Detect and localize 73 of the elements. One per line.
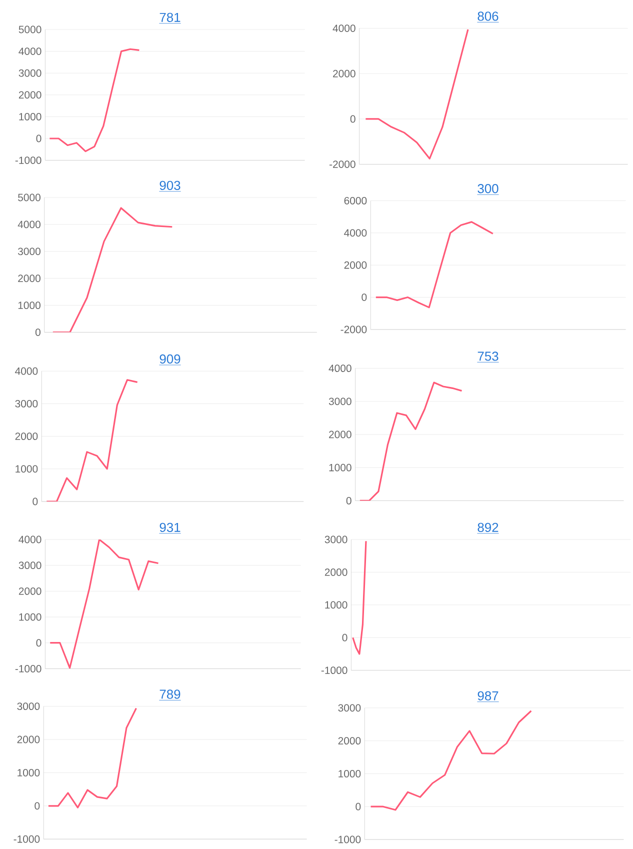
chart-title: 789 [160,690,180,699]
line-series [52,207,173,332]
chart-title: 892 [478,522,498,532]
y-tick-label: 1000 [325,601,348,609]
y-tick-label: 4000 [328,364,352,372]
y-tick-label: 0 [362,294,367,301]
y-tick-label: 0 [342,634,348,642]
chart-title: 909 [160,354,180,364]
y-tick-label: 1000 [16,465,38,473]
y-tick-label: 1000 [19,613,42,621]
y-tick-label: 0 [36,639,42,647]
chart-title: 300 [478,184,498,194]
y-tick-label: 3000 [18,69,42,77]
chart-title: 781 [160,12,180,22]
line-series [352,540,367,655]
line-series [375,221,494,308]
y-tick-label: 2000 [324,568,348,576]
y-tick-label: 3000 [18,248,40,256]
line-series [370,710,532,811]
y-tick-label: 5000 [18,26,42,34]
chart-title: 931 [160,522,180,532]
y-tick-label: 2000 [329,430,352,438]
y-tick-label: 2000 [18,587,42,595]
y-tick-label: 0 [32,498,38,506]
y-tick-label: 1000 [329,464,352,472]
chart-title: 987 [478,691,498,700]
y-tick-label: -2000 [340,326,367,334]
y-tick-label: 4000 [344,229,367,237]
y-tick-label: 0 [34,802,40,810]
y-tick-label: 0 [356,802,361,810]
y-tick-label: 0 [346,496,352,504]
y-tick-label: 4000 [15,367,38,375]
y-tick-label: -1000 [15,156,42,164]
y-tick-label: 4000 [18,48,42,55]
y-tick-label: -1000 [334,836,361,844]
y-tick-label: -1000 [321,666,348,674]
y-tick-label: 2000 [15,432,38,440]
chart-title: 903 [160,180,180,190]
line-series [48,707,138,808]
y-tick-label: 2000 [17,736,40,744]
y-tick-label: 2000 [344,261,367,269]
y-tick-label: 6000 [344,196,367,204]
chart-title: 753 [478,352,498,361]
y-tick-label: -1000 [15,665,42,672]
chart-title: 806 [478,12,498,21]
y-tick-label: 3000 [15,400,38,408]
y-tick-label: 3000 [324,536,348,544]
y-tick-label: 3000 [328,398,352,406]
line-series [364,28,469,160]
y-tick-label: -2000 [330,160,356,168]
y-tick-label: 3000 [17,702,40,710]
line-series [359,382,463,501]
y-tick-label: 1000 [19,112,42,120]
y-tick-label: 4000 [18,536,42,544]
y-tick-label: 5000 [18,194,40,202]
line-series [46,379,138,502]
y-tick-label: 1000 [18,769,40,776]
y-tick-label: 2000 [338,737,361,745]
y-tick-label: 2000 [18,91,42,99]
y-tick-label: 4000 [332,24,356,32]
y-tick-label: 3000 [338,704,361,712]
line-series [48,48,140,152]
y-tick-label: 0 [350,115,356,123]
y-tick-label: -1000 [14,835,40,843]
y-tick-label: 1000 [18,302,40,310]
y-tick-label: 4000 [18,220,40,228]
y-tick-label: 2000 [333,70,356,78]
line-series [49,539,160,669]
y-tick-label: 1000 [338,770,361,778]
y-tick-label: 3000 [18,562,42,570]
y-tick-label: 2000 [18,274,40,282]
y-tick-label: 0 [35,328,40,336]
y-tick-label: 0 [36,134,42,142]
